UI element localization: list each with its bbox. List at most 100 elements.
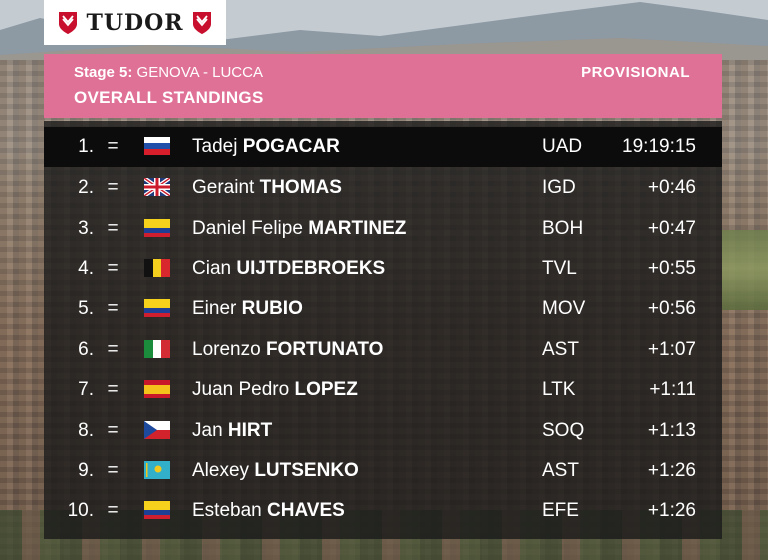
stage-info: Stage 5: GENOVA - LUCCA xyxy=(74,64,263,81)
gap-time: +0:46 xyxy=(647,177,696,198)
gap-time: +0:55 xyxy=(647,258,696,279)
position-change: = xyxy=(107,339,119,360)
rider-last-name: POGACAR xyxy=(242,136,340,157)
position-change: = xyxy=(107,298,119,319)
rider-last-name: HIRT xyxy=(227,420,273,441)
standings-row: 4. = Cian UIJTDEBROEKS TVL +0:55 xyxy=(44,249,722,289)
position-change: = xyxy=(107,136,119,157)
rider-last-name: THOMAS xyxy=(259,177,342,198)
rider-last-name: MARTINEZ xyxy=(308,218,407,239)
rider-first-name: Lorenzo xyxy=(192,339,261,360)
slovenia-flag-icon xyxy=(144,137,170,155)
rider-first-name: Cian xyxy=(192,258,232,279)
standings-row: 9. = Alexey LUTSENKO AST +1:26 xyxy=(44,451,722,491)
rank: 4. xyxy=(78,258,94,279)
rider-first-name: Juan Pedro xyxy=(192,379,290,400)
colombia-flag-icon xyxy=(144,501,170,519)
standings-row: 2. = Geraint THOMAS IGD +0:46 xyxy=(44,168,722,208)
position-change: = xyxy=(107,460,119,481)
rank: 10. xyxy=(67,500,94,521)
italy-flag-icon xyxy=(144,340,170,358)
rank: 7. xyxy=(78,379,94,400)
colombia-flag-icon xyxy=(144,299,170,317)
gap-time: +0:47 xyxy=(647,218,696,239)
team-code: AST xyxy=(542,460,579,481)
gap-time: +1:26 xyxy=(647,500,696,521)
position-change: = xyxy=(107,218,119,239)
tudor-logo-text: TUDOR xyxy=(86,9,184,36)
belgium-flag-icon xyxy=(144,259,170,277)
rank: 3. xyxy=(78,218,94,239)
rider-name: Jan HIRT xyxy=(192,420,272,442)
tudor-shield-icon xyxy=(192,11,211,34)
gap-time: +1:13 xyxy=(647,420,696,441)
gap-time: +0:56 xyxy=(647,298,696,319)
rider-first-name: Jan xyxy=(192,420,223,441)
sponsor-logo: TUDOR xyxy=(44,0,226,45)
standings-row: 8. = Jan HIRT SOQ +1:13 xyxy=(44,411,722,451)
rider-first-name: Daniel Felipe xyxy=(192,218,303,239)
position-change: = xyxy=(107,379,119,400)
rank: 6. xyxy=(78,339,94,360)
gap-time: +1:11 xyxy=(649,379,696,400)
team-code: EFE xyxy=(542,500,579,521)
tudor-shield-icon xyxy=(59,11,78,34)
standings-row: 1. = Tadej POGACAR UAD 19:19:15 xyxy=(44,127,722,167)
rider-first-name: Geraint xyxy=(192,177,255,198)
rider-name: Alexey LUTSENKO xyxy=(192,460,359,482)
rider-name: Geraint THOMAS xyxy=(192,177,342,199)
colombia-flag-icon xyxy=(144,219,170,237)
rider-name: Tadej POGACAR xyxy=(192,136,340,158)
great-britain-flag-icon xyxy=(144,178,170,196)
czech-flag-icon xyxy=(144,421,170,439)
stage-route: GENOVA - LUCCA xyxy=(136,64,263,81)
stage-label: Stage 5: xyxy=(74,64,133,81)
team-code: SOQ xyxy=(542,420,585,441)
standings-header: Stage 5: GENOVA - LUCCA PROVISIONAL OVER… xyxy=(44,54,722,118)
rank: 2. xyxy=(78,177,94,198)
rider-name: Daniel Felipe MARTINEZ xyxy=(192,218,406,240)
rider-first-name: Esteban xyxy=(192,500,262,521)
rank: 9. xyxy=(78,460,94,481)
standings-row: 6. = Lorenzo FORTUNATO AST +1:07 xyxy=(44,330,722,370)
team-code: AST xyxy=(542,339,579,360)
rider-last-name: LUTSENKO xyxy=(254,460,359,481)
standings-row: 7. = Juan Pedro LOPEZ LTK +1:11 xyxy=(44,370,722,410)
rider-last-name: RUBIO xyxy=(241,298,303,319)
standings-title: OVERALL STANDINGS xyxy=(74,88,264,107)
standings-row: 5. = Einer RUBIO MOV +0:56 xyxy=(44,289,722,329)
standings-row: 10. = Esteban CHAVES EFE +1:26 xyxy=(44,491,722,531)
team-code: BOH xyxy=(542,218,584,239)
gc-time: 19:19:15 xyxy=(622,136,696,157)
rank: 1. xyxy=(78,136,94,157)
rider-name: Lorenzo FORTUNATO xyxy=(192,339,383,361)
rank: 8. xyxy=(78,420,94,441)
team-code: TVL xyxy=(542,258,577,279)
rider-last-name: LOPEZ xyxy=(294,379,358,400)
rider-first-name: Alexey xyxy=(192,460,250,481)
rider-last-name: FORTUNATO xyxy=(265,339,384,360)
background-field xyxy=(722,230,768,310)
position-change: = xyxy=(107,420,119,441)
rider-name: Einer RUBIO xyxy=(192,298,303,320)
rider-name: Esteban CHAVES xyxy=(192,500,345,522)
rider-last-name: UIJTDEBROEKS xyxy=(236,258,386,279)
rider-name: Cian UIJTDEBROEKS xyxy=(192,258,385,280)
team-code: MOV xyxy=(542,298,586,319)
rank: 5. xyxy=(78,298,94,319)
team-code: IGD xyxy=(542,177,576,198)
gap-time: +1:07 xyxy=(647,339,696,360)
team-code: LTK xyxy=(542,379,576,400)
position-change: = xyxy=(107,258,119,279)
standings-row: 3. = Daniel Felipe MARTINEZ BOH +0:47 xyxy=(44,209,722,249)
spain-flag-icon xyxy=(144,380,170,398)
rider-last-name: CHAVES xyxy=(267,500,345,521)
standings-table: 1. = Tadej POGACAR UAD 19:19:15 2. = Ger… xyxy=(44,121,722,539)
kazakhstan-flag-icon xyxy=(144,461,170,479)
rider-name: Juan Pedro LOPEZ xyxy=(192,379,358,401)
gap-time: +1:26 xyxy=(647,460,696,481)
rider-first-name: Einer xyxy=(192,298,237,319)
position-change: = xyxy=(107,500,119,521)
status-badge: PROVISIONAL xyxy=(581,64,690,81)
rider-first-name: Tadej xyxy=(192,136,238,157)
